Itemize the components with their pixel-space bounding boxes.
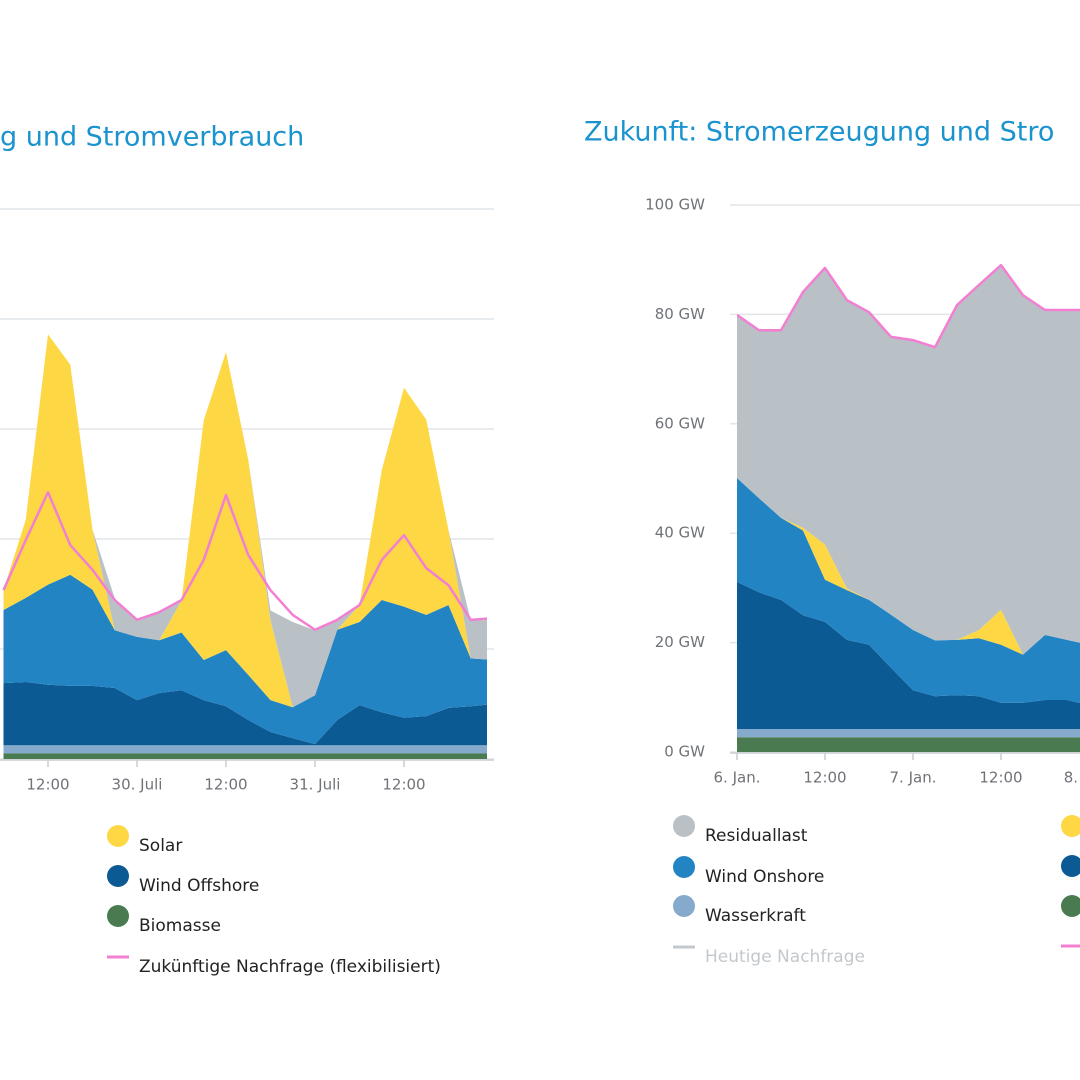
stacked-area <box>737 477 1080 703</box>
legend-label: Residuallast <box>705 826 808 846</box>
stacked-area <box>3 334 487 708</box>
x-tick-label: 6. Jan. <box>714 769 761 787</box>
x-tick-label: 12:00 <box>803 769 846 787</box>
legend-label: Wind Offshore <box>139 876 259 896</box>
x-tick-label: 12:00 <box>382 776 425 794</box>
stacked-area <box>3 574 487 745</box>
x-tick-label: 12:00 <box>204 776 247 794</box>
y-tick-label: 100 GW <box>645 196 705 214</box>
x-tick-label: 30. Juli <box>112 776 163 794</box>
y-tick-label: 20 GW <box>655 633 705 651</box>
stacked-area <box>3 753 487 759</box>
legend-label: Heutige Nachfrage <box>705 947 865 967</box>
legend-marker <box>673 815 695 837</box>
stacked-area <box>737 264 1080 655</box>
x-tick-label: 8. <box>1064 769 1078 787</box>
stacked-area <box>737 737 1080 752</box>
stacked-area <box>3 745 487 754</box>
x-tick-label: 31. Juli <box>290 776 341 794</box>
legend-marker <box>673 895 695 917</box>
stacked-area <box>3 334 487 708</box>
x-tick-label: 12:00 <box>26 776 69 794</box>
y-tick-label: 60 GW <box>655 414 705 432</box>
legend-marker <box>1061 895 1080 917</box>
demand-line <box>2 491 487 631</box>
y-tick-label: 80 GW <box>655 305 705 323</box>
demand-line <box>737 263 1080 349</box>
y-tick-label: 40 GW <box>655 524 705 542</box>
legend-label: Wind Onshore <box>705 867 824 887</box>
x-tick-label: 7. Jan. <box>890 769 937 787</box>
legend-marker <box>673 856 695 878</box>
x-tick-label: 12:00 <box>979 769 1022 787</box>
legend-marker <box>1061 815 1080 837</box>
stacked-area <box>3 682 487 746</box>
stacked-area <box>737 581 1080 730</box>
y-tick-label: 0 GW <box>664 743 705 761</box>
chart-title: Zukunft: Stromerzeugung und Stro <box>584 117 1054 148</box>
legend-label: Solar <box>139 836 182 856</box>
plot-area <box>2 334 487 759</box>
legend-label: Wasserkraft <box>705 906 806 926</box>
stacked-area <box>737 729 1080 738</box>
legend-label: Biomasse <box>139 916 221 936</box>
legend-marker <box>1061 855 1080 877</box>
legend-marker <box>107 905 129 927</box>
chart-title: g und Stromverbrauch <box>0 122 304 153</box>
legend-label: Zukünftige Nachfrage (flexibilisiert) <box>139 957 441 977</box>
legend-marker <box>107 825 129 847</box>
legend-marker <box>107 865 129 887</box>
plot-area <box>737 263 1080 752</box>
